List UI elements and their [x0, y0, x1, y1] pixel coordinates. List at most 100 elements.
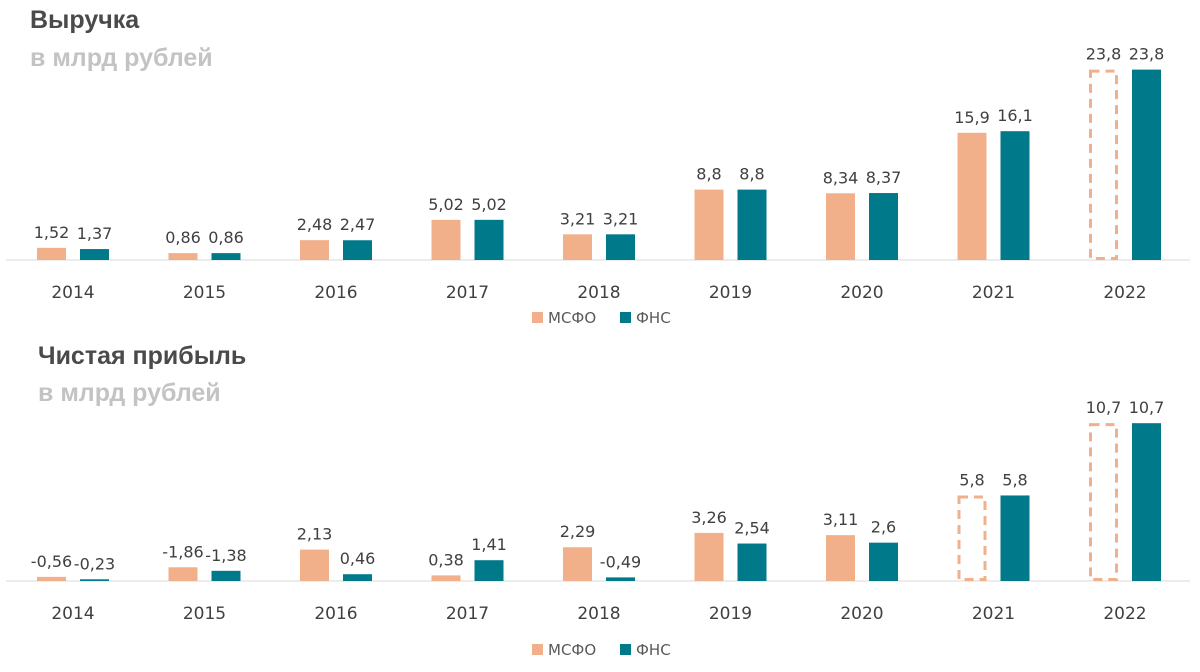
profit-data-label-fns-2021: 5,8 — [1002, 470, 1027, 489]
profit-data-label-fns-2016: 0,46 — [340, 549, 376, 568]
revenue-x-tick-2017: 2017 — [446, 283, 489, 303]
revenue-bar-msfo-2014 — [37, 247, 66, 260]
profit-data-label-fns-2017: 1,41 — [471, 535, 507, 554]
profit-bar-fns-2020 — [869, 542, 898, 581]
legend-label-msfo: МСФО — [548, 309, 596, 327]
revenue-bar-fns-2017 — [474, 219, 504, 260]
revenue-chart-title: Выручка — [30, 6, 140, 34]
revenue-data-label-msfo-2015: 0,86 — [165, 228, 201, 247]
legend-swatch-msfo — [532, 644, 543, 655]
profit-data-label-msfo-2020: 3,11 — [823, 510, 859, 529]
profit-data-label-fns-2019: 2,54 — [734, 519, 770, 538]
revenue-bar-fns-2019 — [737, 189, 767, 260]
legend-swatch-fns — [620, 312, 631, 323]
profit-data-label-fns-2022: 10,7 — [1129, 398, 1165, 417]
profit-data-label-msfo-2015: -1,86 — [162, 542, 203, 561]
revenue-x-tick-2019: 2019 — [709, 283, 752, 303]
revenue-chart: 1,52 1,37 2014 0,86 0,86 2015 2,48 2,47 2016 5,02… — [6, 45, 1190, 327]
profit-chart-subtitle: в млрд рублей — [38, 379, 221, 407]
revenue-bar-msfo-2016 — [300, 240, 329, 260]
revenue-data-label-msfo-2017: 5,02 — [428, 195, 464, 214]
profit-x-tick-2021: 2021 — [972, 604, 1015, 624]
revenue-data-label-msfo-2021: 15,9 — [954, 108, 990, 127]
legend-label-msfo: МСФО — [548, 641, 596, 659]
revenue-x-tick-2014: 2014 — [51, 283, 94, 303]
profit-bar-msfo-2016 — [300, 549, 329, 581]
revenue-data-label-fns-2022: 23,8 — [1129, 45, 1165, 64]
profit-bar-msfo-2014 — [37, 576, 66, 581]
revenue-chart-subtitle: в млрд рублей — [30, 44, 213, 72]
profit-bar-fns-2017 — [474, 560, 504, 581]
profit-data-label-fns-2020: 2,6 — [871, 518, 896, 537]
legend-label-fns: ФНС — [636, 641, 671, 659]
profit-data-label-fns-2014: -0,23 — [74, 554, 115, 573]
profit-legend: МСФО ФНС — [532, 641, 671, 659]
profit-bar-fns-2018 — [606, 577, 635, 581]
revenue-data-label-fns-2018: 3,21 — [603, 209, 639, 228]
profit-data-label-msfo-2017: 0,38 — [428, 550, 464, 569]
profit-bar-fns-2019 — [737, 543, 767, 581]
revenue-data-label-fns-2014: 1,37 — [77, 224, 113, 243]
revenue-bar-fns-2021 — [1000, 131, 1030, 260]
revenue-bar-fns-2020 — [869, 193, 898, 260]
revenue-x-tick-2022: 2022 — [1103, 283, 1146, 303]
profit-data-label-msfo-2016: 2,13 — [297, 525, 333, 544]
revenue-data-label-fns-2021: 16,1 — [997, 106, 1033, 125]
legend-swatch-msfo — [532, 312, 543, 323]
profit-x-tick-2019: 2019 — [709, 604, 752, 624]
revenue-bar-fns-2018 — [606, 234, 635, 260]
revenue-x-tick-2018: 2018 — [577, 283, 620, 303]
profit-data-label-fns-2015: -1,38 — [205, 546, 246, 565]
revenue-bar-msfo-2015 — [168, 253, 198, 260]
profit-x-tick-2020: 2020 — [840, 604, 883, 624]
profit-bar-fns-2014 — [80, 579, 109, 581]
profit-x-tick-2022: 2022 — [1103, 604, 1146, 624]
revenue-bar-fns-2014 — [80, 249, 109, 260]
legend-label-fns: ФНС — [636, 309, 671, 327]
profit-x-tick-2018: 2018 — [577, 604, 620, 624]
revenue-x-tick-2015: 2015 — [183, 283, 226, 303]
revenue-data-label-msfo-2018: 3,21 — [560, 209, 596, 228]
profit-data-label-msfo-2021: 5,8 — [959, 470, 984, 489]
revenue-data-label-fns-2020: 8,37 — [866, 168, 902, 187]
revenue-bar-msfo-2020 — [826, 193, 855, 260]
revenue-data-label-fns-2017: 5,02 — [471, 195, 507, 214]
legend-swatch-fns — [620, 644, 631, 655]
revenue-bar-msfo-2021 — [957, 132, 987, 260]
revenue-bar-fns-2015 — [211, 253, 241, 260]
revenue-bar-fns-2022 — [1132, 69, 1161, 260]
revenue-bar-msfo-2017 — [431, 219, 461, 260]
profit-bar-fns-2015 — [211, 570, 241, 581]
revenue-data-label-msfo-2022: 23,8 — [1086, 45, 1122, 64]
profit-bar-msfo-2019 — [694, 532, 724, 581]
profit-bar-msfo-2015 — [168, 567, 198, 581]
revenue-x-tick-2020: 2020 — [840, 283, 883, 303]
profit-bar-fns-2016 — [343, 574, 372, 581]
profit-data-label-fns-2018: -0,49 — [600, 552, 641, 571]
revenue-legend: МСФО ФНС — [532, 309, 671, 327]
profit-bar-fns-2022 — [1132, 423, 1161, 581]
revenue-data-label-fns-2019: 8,8 — [739, 165, 764, 184]
profit-bar-msfo-2022 — [1089, 423, 1118, 581]
revenue-bar-fns-2016 — [343, 240, 372, 260]
revenue-data-label-msfo-2020: 8,34 — [823, 168, 859, 187]
profit-bar-msfo-2017 — [431, 575, 461, 581]
revenue-data-label-msfo-2016: 2,48 — [297, 215, 333, 234]
revenue-data-label-fns-2015: 0,86 — [208, 228, 244, 247]
profit-chart-title: Чистая прибыль — [38, 342, 247, 370]
profit-bar-fns-2021 — [1000, 495, 1030, 581]
profit-bar-msfo-2021 — [957, 495, 987, 582]
profit-x-tick-2016: 2016 — [314, 604, 357, 624]
profit-x-tick-2014: 2014 — [51, 604, 94, 624]
profit-chart: -0,56 -0,23 2014 -1,86 -1,38 2015 2,13 0,46 2016… — [6, 398, 1190, 659]
revenue-data-label-fns-2016: 2,47 — [340, 215, 376, 234]
revenue-data-label-msfo-2019: 8,8 — [696, 165, 721, 184]
revenue-x-tick-2021: 2021 — [972, 283, 1015, 303]
revenue-bar-msfo-2019 — [694, 189, 724, 260]
profit-bar-msfo-2020 — [826, 535, 855, 581]
profit-x-tick-2017: 2017 — [446, 604, 489, 624]
profit-bar-msfo-2018 — [563, 547, 592, 581]
profit-data-label-msfo-2019: 3,26 — [691, 508, 727, 527]
profit-data-label-msfo-2018: 2,29 — [560, 522, 596, 541]
